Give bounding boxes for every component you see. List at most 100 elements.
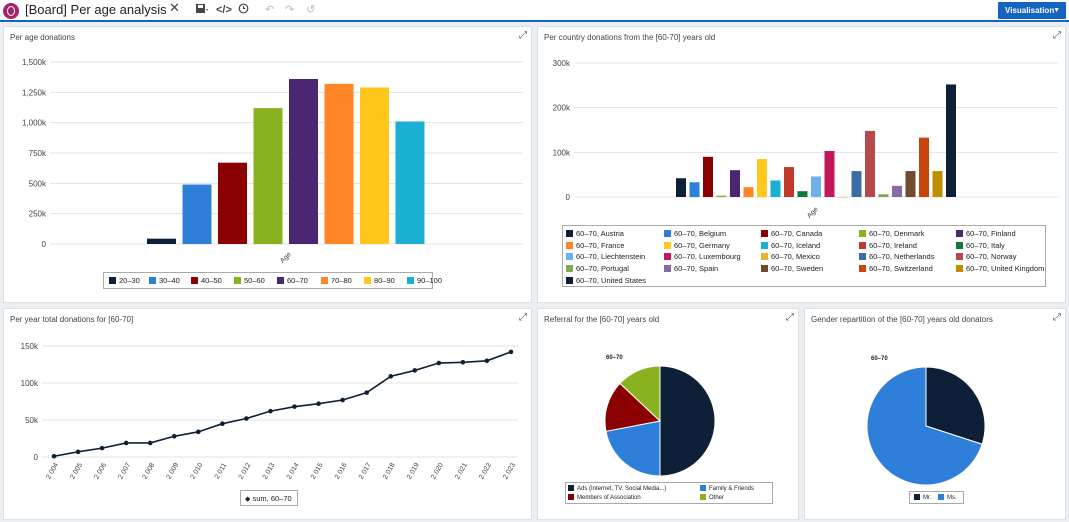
legend-item[interactable]: 60–70, France: [566, 241, 624, 251]
legend-item[interactable]: Mr.: [914, 494, 931, 502]
legend-item[interactable]: 60–70, Austria: [566, 229, 624, 239]
pie-slice-Ms.[interactable]: [866, 366, 983, 486]
legend-item[interactable]: Family & Friends: [700, 485, 754, 493]
expand-icon[interactable]: ⤢: [519, 312, 527, 323]
data-point-2 017[interactable]: [364, 390, 369, 395]
data-point-2 009[interactable]: [171, 433, 177, 439]
settings-icon[interactable]: [238, 3, 249, 18]
data-point-2 019[interactable]: [412, 368, 418, 373]
legend-item[interactable]: Other: [700, 494, 724, 502]
data-point-2 023[interactable]: [508, 349, 514, 355]
data-point-2 010[interactable]: [196, 429, 201, 435]
bar-60–70, Italy[interactable]: [797, 191, 808, 197]
pie-slice-Members of Association[interactable]: [604, 382, 662, 432]
legend-item[interactable]: 60–70, Denmark: [859, 229, 924, 239]
legend-item[interactable]: 60–70, Portugal: [566, 264, 629, 274]
legend-item[interactable]: 60–70, United Kingdom: [956, 264, 1044, 274]
data-point-2 005[interactable]: [75, 449, 81, 455]
legend-item[interactable]: 60–70, Sweden: [761, 264, 823, 274]
bar-60–70, Spain[interactable]: [892, 185, 902, 197]
legend-item[interactable]: Members of Association: [568, 494, 641, 502]
legend-item[interactable]: 60–70, Canada: [761, 229, 822, 239]
legend-item[interactable]: 30–40: [149, 276, 180, 286]
data-point-2 008[interactable]: [147, 440, 153, 446]
legend-item[interactable]: 60–70, Netherlands: [859, 252, 934, 262]
data-point-2 014[interactable]: [292, 404, 297, 409]
data-point-2 022[interactable]: [484, 358, 490, 364]
bar-60–70, Finland[interactable]: [730, 170, 740, 197]
legend-item[interactable]: 60–70: [277, 276, 308, 286]
bar-60–70, Sweden[interactable]: [905, 171, 916, 197]
bar-60–70, Luxembourg[interactable]: [824, 150, 835, 197]
legend-item[interactable]: 60–70, Liechtenstein: [566, 252, 645, 262]
bar-60–70, Portugal[interactable]: [878, 194, 889, 197]
legend-item[interactable]: 40–50: [191, 276, 222, 286]
bar-60–70, United Kingdom[interactable]: [932, 171, 943, 197]
bar-60–70, Germany[interactable]: [757, 159, 767, 197]
bar-40–50[interactable]: [218, 162, 247, 244]
data-point-2 015[interactable]: [316, 401, 321, 407]
data-point-2 004[interactable]: [51, 453, 57, 459]
legend-item[interactable]: 50–60: [234, 276, 265, 286]
legend-item[interactable]: 60–70, Spain: [664, 264, 718, 274]
pie-slice-Family & Friends[interactable]: [605, 420, 661, 477]
data-point-2 018[interactable]: [388, 374, 394, 379]
save-icon[interactable]: [195, 3, 209, 19]
reset-icon[interactable]: ↺: [306, 4, 316, 16]
data-point-2 006[interactable]: [99, 445, 105, 451]
bar-60–70[interactable]: [289, 78, 318, 244]
bar-60–70, Mexico[interactable]: [838, 197, 848, 198]
bar-60–70, Iceland[interactable]: [770, 180, 781, 197]
data-point-2 021[interactable]: [460, 359, 466, 365]
pie-slice-Ads (Internet, TV, Social Media...)[interactable]: [659, 365, 716, 477]
legend-item[interactable]: 60–70, Iceland: [761, 241, 820, 251]
data-point-2 016[interactable]: [340, 397, 345, 403]
pie-slice-Other[interactable]: [619, 365, 661, 423]
legend-item[interactable]: 60–70, Finland: [956, 229, 1016, 239]
data-point-2 013[interactable]: [268, 408, 273, 414]
bar-60–70, France[interactable]: [743, 187, 754, 197]
bar-90–100[interactable]: [395, 121, 425, 244]
expand-icon[interactable]: ⤢: [786, 312, 794, 323]
undo-icon[interactable]: ↶: [265, 4, 275, 16]
expand-icon[interactable]: ⤢: [1053, 30, 1061, 41]
legend-item[interactable]: 80–90: [364, 276, 395, 286]
legend-item[interactable]: Ms.: [938, 494, 957, 502]
data-point-2 007[interactable]: [123, 440, 129, 446]
bar-60–70, Denmark[interactable]: [716, 195, 727, 197]
legend-item[interactable]: Ads (Internet, TV, Social Media...): [568, 485, 666, 493]
legend-item[interactable]: 60–70, Italy: [956, 241, 1005, 251]
bar-60–70, Norway[interactable]: [865, 130, 875, 197]
data-point-2 012[interactable]: [244, 416, 249, 421]
bar-60–70, Ireland[interactable]: [784, 167, 794, 197]
legend-item[interactable]: 60–70, Ireland: [859, 241, 917, 251]
legend-item[interactable]: 70–80: [321, 276, 352, 286]
data-point-2 020[interactable]: [436, 360, 442, 366]
bar-60–70, Liechtenstein[interactable]: [811, 176, 821, 197]
bar-60–70, Austria[interactable]: [676, 178, 686, 197]
legend-item[interactable]: 60–70, Germany: [664, 241, 730, 251]
legend-item[interactable]: 20–30: [109, 276, 140, 286]
expand-icon[interactable]: ⤢: [1053, 312, 1061, 323]
bar-60–70, Netherlands[interactable]: [851, 171, 862, 197]
bar-60–70, Switzerland[interactable]: [919, 137, 929, 197]
legend-item[interactable]: 60–70, Norway: [956, 252, 1016, 262]
legend-item[interactable]: 60–70, United States: [566, 276, 646, 286]
bar-60–70, Belgium[interactable]: [689, 182, 700, 197]
data-point-2 011[interactable]: [220, 421, 225, 426]
legend-item[interactable]: 60–70, Luxembourg: [664, 252, 741, 262]
bar-30–40[interactable]: [182, 184, 212, 244]
bar-60–70, Canada[interactable]: [703, 156, 713, 197]
legend-item[interactable]: 60–70, Mexico: [761, 252, 820, 262]
visualisation-dropdown-button[interactable]: Visualisation ▼: [998, 2, 1066, 19]
bar-20–30[interactable]: [147, 238, 176, 244]
close-icon[interactable]: ✕: [169, 0, 180, 15]
bar-50–60[interactable]: [253, 108, 283, 245]
bar-70–80[interactable]: [324, 83, 354, 244]
redo-icon[interactable]: ↷: [285, 4, 295, 16]
legend-item[interactable]: 90–100: [407, 276, 442, 286]
legend-item[interactable]: 60–70, Belgium: [664, 229, 726, 239]
bar-80–90[interactable]: [360, 87, 389, 244]
pie-slice-Mr.[interactable]: [925, 366, 986, 445]
expand-icon[interactable]: ⤢: [519, 30, 527, 41]
